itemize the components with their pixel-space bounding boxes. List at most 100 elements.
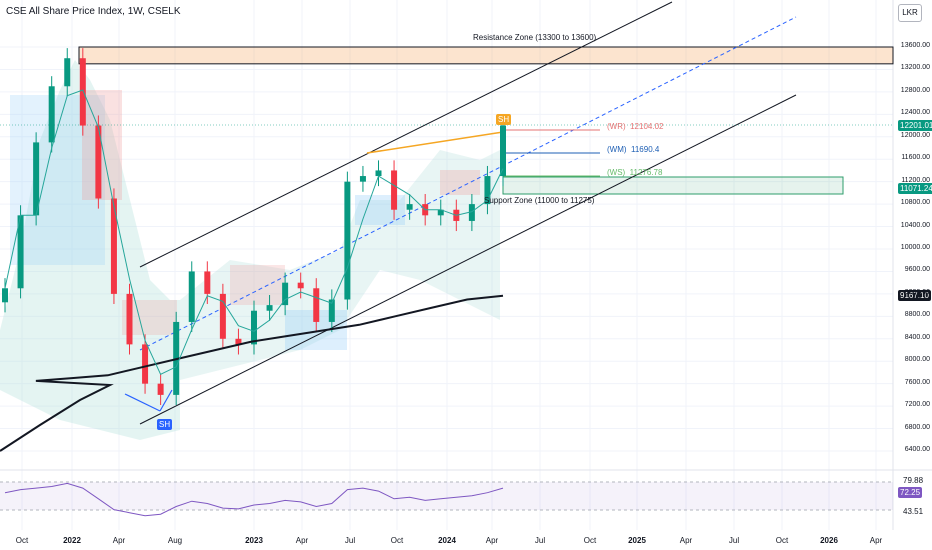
candle-body: [2, 288, 8, 303]
swing-line: [124, 393, 161, 412]
rsi-line: [4, 482, 504, 517]
rsi-value-label: 72.25: [898, 487, 923, 498]
candle-body: [344, 181, 351, 300]
candle-body: [437, 209, 444, 216]
fill-block: [230, 265, 285, 305]
regression-channel: [0, 1, 893, 425]
rsi-pane: [0, 481, 893, 517]
candle-body: [266, 305, 273, 311]
pivot-wr-label: (WR) 12104.02: [607, 122, 664, 131]
time-tick-label: 2024: [438, 536, 456, 545]
support-zone: [502, 176, 844, 195]
candle-body: [79, 58, 86, 126]
time-tick-label: Apr: [679, 536, 693, 545]
resistance-zone-label: Resistance Zone (13300 to 13600): [473, 33, 597, 42]
price-tick-label: 9200.00: [904, 288, 930, 296]
fill-block: [10, 95, 105, 265]
price-tick-label: 9600.00: [904, 266, 930, 274]
price-tick-label: 8800.00: [904, 311, 930, 319]
time-tick-label: Oct: [390, 536, 404, 545]
price-tick-label: 13600.00: [900, 42, 930, 49]
cloud-band: [0, 60, 180, 440]
price-tick-label: 6400.00: [904, 446, 930, 453]
price-tick-label: 10800.00: [900, 199, 930, 207]
time-tick-label: Oct: [15, 536, 29, 545]
time-tick-label: Jul: [344, 536, 356, 545]
zones: [78, 46, 894, 195]
ma-200-line: [0, 294, 504, 452]
price-tick-label: 12400.00: [900, 109, 930, 117]
price-tick-label: 7200.00: [904, 401, 930, 409]
currency-button[interactable]: LKR: [898, 4, 922, 22]
candle-body: [126, 293, 133, 345]
price-tick-label: 10000.00: [900, 244, 930, 251]
candle-body: [484, 176, 491, 205]
fill-block: [440, 170, 480, 195]
time-tick-label: 2023: [245, 536, 263, 545]
candle-body: [204, 271, 211, 294]
candle-body: [328, 299, 335, 322]
channel-mid-line: [139, 16, 797, 351]
candles: [2, 48, 506, 405]
price-tick-label: 11600.00: [901, 154, 930, 162]
trend-line: [366, 131, 504, 154]
candle-body: [251, 310, 257, 345]
rsi-lower-label: 43.51: [903, 507, 924, 516]
symbol-title: CSE All Share Price Index, 1W, CSELK: [6, 6, 181, 17]
price-tick-label: 6800.00: [904, 423, 930, 431]
time-tick-label: 2025: [628, 536, 646, 545]
candle-body: [235, 338, 242, 345]
ma-fast-line: [4, 89, 504, 375]
price-tick-label: 12000.00: [900, 131, 930, 139]
candle-body: [391, 170, 398, 210]
candle-body: [64, 58, 71, 87]
candle-body: [95, 125, 102, 199]
price-tick-label: 8000.00: [904, 356, 930, 364]
price-tick-label: 12800.00: [900, 86, 930, 94]
time-tick-label: Apr: [485, 536, 499, 545]
moving-averages: [0, 89, 504, 452]
candle-body: [157, 383, 164, 395]
channel-lower-line: [139, 94, 797, 425]
time-tick-label: Jul: [728, 536, 740, 545]
swing-line: [159, 389, 173, 412]
candle-body: [282, 282, 289, 306]
candle-body: [142, 344, 149, 384]
candle-body: [500, 125, 506, 177]
pivot-wm-label: (WM) 11690.4: [607, 145, 660, 154]
time-tick-label: Apr: [295, 536, 309, 545]
rsi-band: [0, 482, 893, 510]
swing-low-marker[interactable]: SH: [157, 419, 173, 430]
time-tick-label: 2026: [820, 536, 838, 545]
candle-body: [313, 288, 320, 322]
candle-body: [468, 204, 475, 221]
time-tick-label: Aug: [167, 536, 183, 545]
candle-body: [375, 170, 382, 177]
time-tick-label: Apr: [112, 536, 126, 545]
candle-body: [219, 293, 226, 339]
candle-body: [406, 204, 413, 210]
swing-high-marker[interactable]: SH: [496, 114, 512, 125]
time-tick-label: Apr: [869, 536, 883, 545]
candle-body: [297, 282, 304, 289]
rsi-upper-label: 79.88: [903, 476, 924, 485]
last-price-label: 12201.01: [898, 120, 932, 131]
pivot-ws-label: (WS) 11276.78: [607, 168, 663, 177]
time-tick-label: Jul: [534, 536, 546, 545]
support-price-label: 11071.24: [898, 183, 932, 194]
candle-body: [48, 86, 55, 143]
price-tick-label: 10400.00: [900, 221, 930, 229]
channel-upper-line: [139, 1, 673, 268]
cloud-band: [180, 150, 500, 380]
time-tick-label: Oct: [583, 536, 597, 545]
candle-body: [110, 198, 117, 294]
price-tick-label: 11200.00: [901, 176, 930, 184]
time-tick-label: Oct: [775, 536, 789, 545]
candle-body: [359, 176, 366, 182]
price-tick-label: 13200.00: [900, 64, 930, 72]
support-zone-label: Support Zone (11000 to 11275): [484, 196, 595, 205]
candle-body: [188, 271, 195, 322]
price-tick-label: 7600.00: [904, 378, 930, 386]
ma-price-label: 9167.10: [898, 290, 931, 301]
